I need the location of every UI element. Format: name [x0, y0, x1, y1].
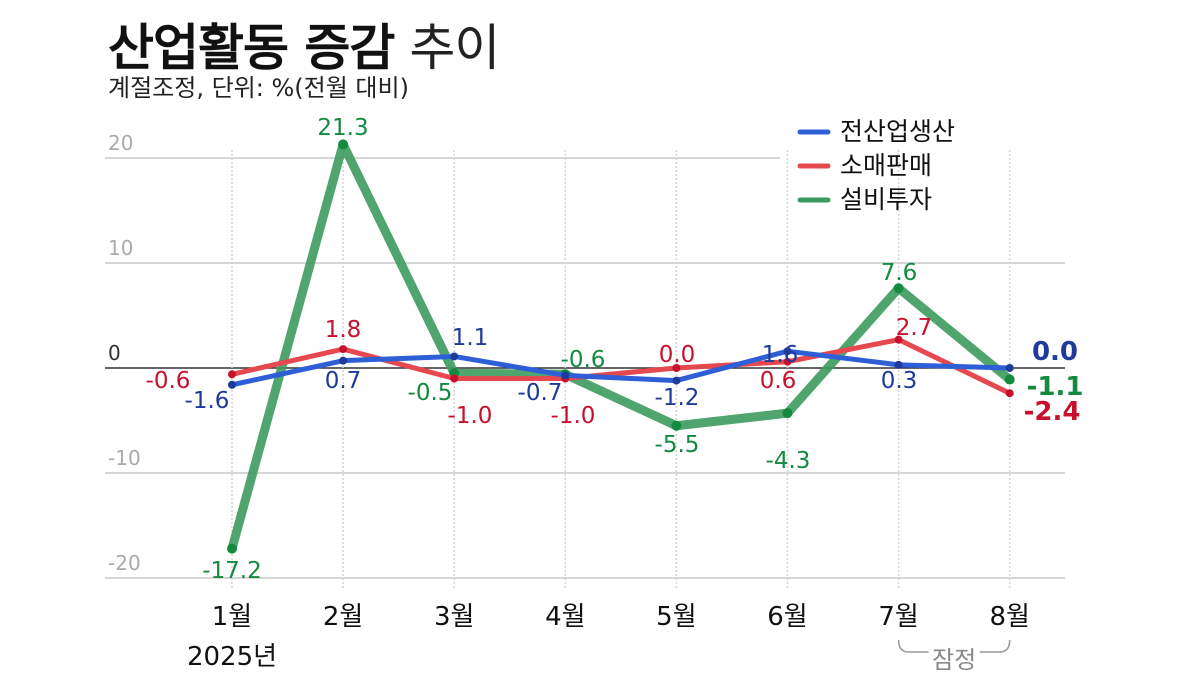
x-tick-label: 3월	[434, 602, 474, 632]
data-label: -0.6	[561, 347, 606, 373]
year-label: 2025년	[187, 642, 277, 672]
data-label: 21.3	[317, 115, 368, 141]
y-tick-label: -20	[108, 551, 141, 575]
y-tick-label: 0	[108, 341, 121, 365]
chart-title: 산업활동 증감 추이	[108, 8, 500, 80]
y-tick-label: 10	[108, 236, 133, 260]
data-point	[338, 139, 349, 150]
y-tick-label: 20	[108, 131, 133, 155]
data-label: -4.3	[766, 448, 811, 474]
series-line-0	[229, 348, 1013, 388]
data-point	[671, 420, 682, 431]
data-point	[893, 283, 904, 294]
data-point	[1005, 364, 1014, 372]
x-tick-label: 4월	[545, 602, 585, 632]
data-point	[450, 374, 459, 383]
data-label: 0.0	[659, 342, 696, 368]
data-label: -1.0	[551, 403, 596, 429]
data-label: 0.0	[1032, 337, 1078, 367]
data-label: -2.4	[1024, 397, 1081, 427]
data-point	[228, 380, 236, 389]
data-label: 7.6	[881, 260, 918, 286]
legend-label: 소매판매	[840, 151, 932, 180]
data-label: 0.7	[325, 368, 362, 394]
data-label: 1.6	[762, 342, 799, 368]
x-tick-label: 2월	[323, 602, 363, 632]
data-point	[561, 371, 570, 380]
data-point	[672, 364, 681, 372]
provisional-bracket	[897, 639, 1011, 653]
data-label: -0.6	[146, 368, 191, 394]
data-point	[894, 335, 903, 344]
data-point	[339, 356, 348, 365]
data-point	[1005, 389, 1014, 398]
data-point	[227, 543, 237, 554]
title-bold: 산업활동 증감	[108, 19, 395, 77]
data-point	[228, 370, 236, 379]
x-tick-label: 5월	[656, 602, 696, 632]
x-tick-label: 1월	[212, 602, 252, 632]
data-label: 1.1	[452, 325, 489, 351]
data-label: 1.8	[325, 317, 362, 343]
data-label: 0.3	[881, 368, 918, 394]
data-label: -0.5	[408, 380, 453, 406]
data-label: -0.7	[518, 380, 563, 406]
data-label: -1.2	[655, 385, 700, 411]
data-point	[672, 376, 681, 385]
x-tick-label: 8월	[989, 602, 1029, 632]
data-point	[450, 352, 459, 361]
data-point	[894, 360, 903, 369]
data-label: -1.6	[185, 388, 230, 414]
provisional-label: 잠정	[932, 646, 976, 674]
data-label: -1.0	[448, 403, 493, 429]
title-light: 추이	[409, 19, 500, 77]
x-tick-label: 7월	[878, 602, 918, 632]
data-point	[783, 357, 792, 366]
data-point	[783, 347, 792, 356]
data-label: 0.6	[760, 368, 797, 394]
legend-label: 설비투자	[840, 185, 932, 214]
data-label: -5.5	[655, 432, 700, 458]
y-tick-label: -10	[108, 446, 141, 470]
series-line-1	[229, 337, 1013, 396]
legend-label: 전산업생산	[840, 117, 955, 146]
data-point	[1004, 374, 1015, 385]
chart-subtitle: 계절조정, 단위: %(전월 대비)	[108, 74, 409, 102]
data-label: -17.2	[202, 558, 262, 584]
series-line-2	[227, 139, 1015, 554]
data-point	[782, 408, 793, 419]
data-point	[339, 345, 348, 354]
data-label: 2.7	[896, 315, 933, 341]
x-tick-label: 6월	[767, 602, 807, 632]
data-label: -1.1	[1027, 372, 1084, 402]
